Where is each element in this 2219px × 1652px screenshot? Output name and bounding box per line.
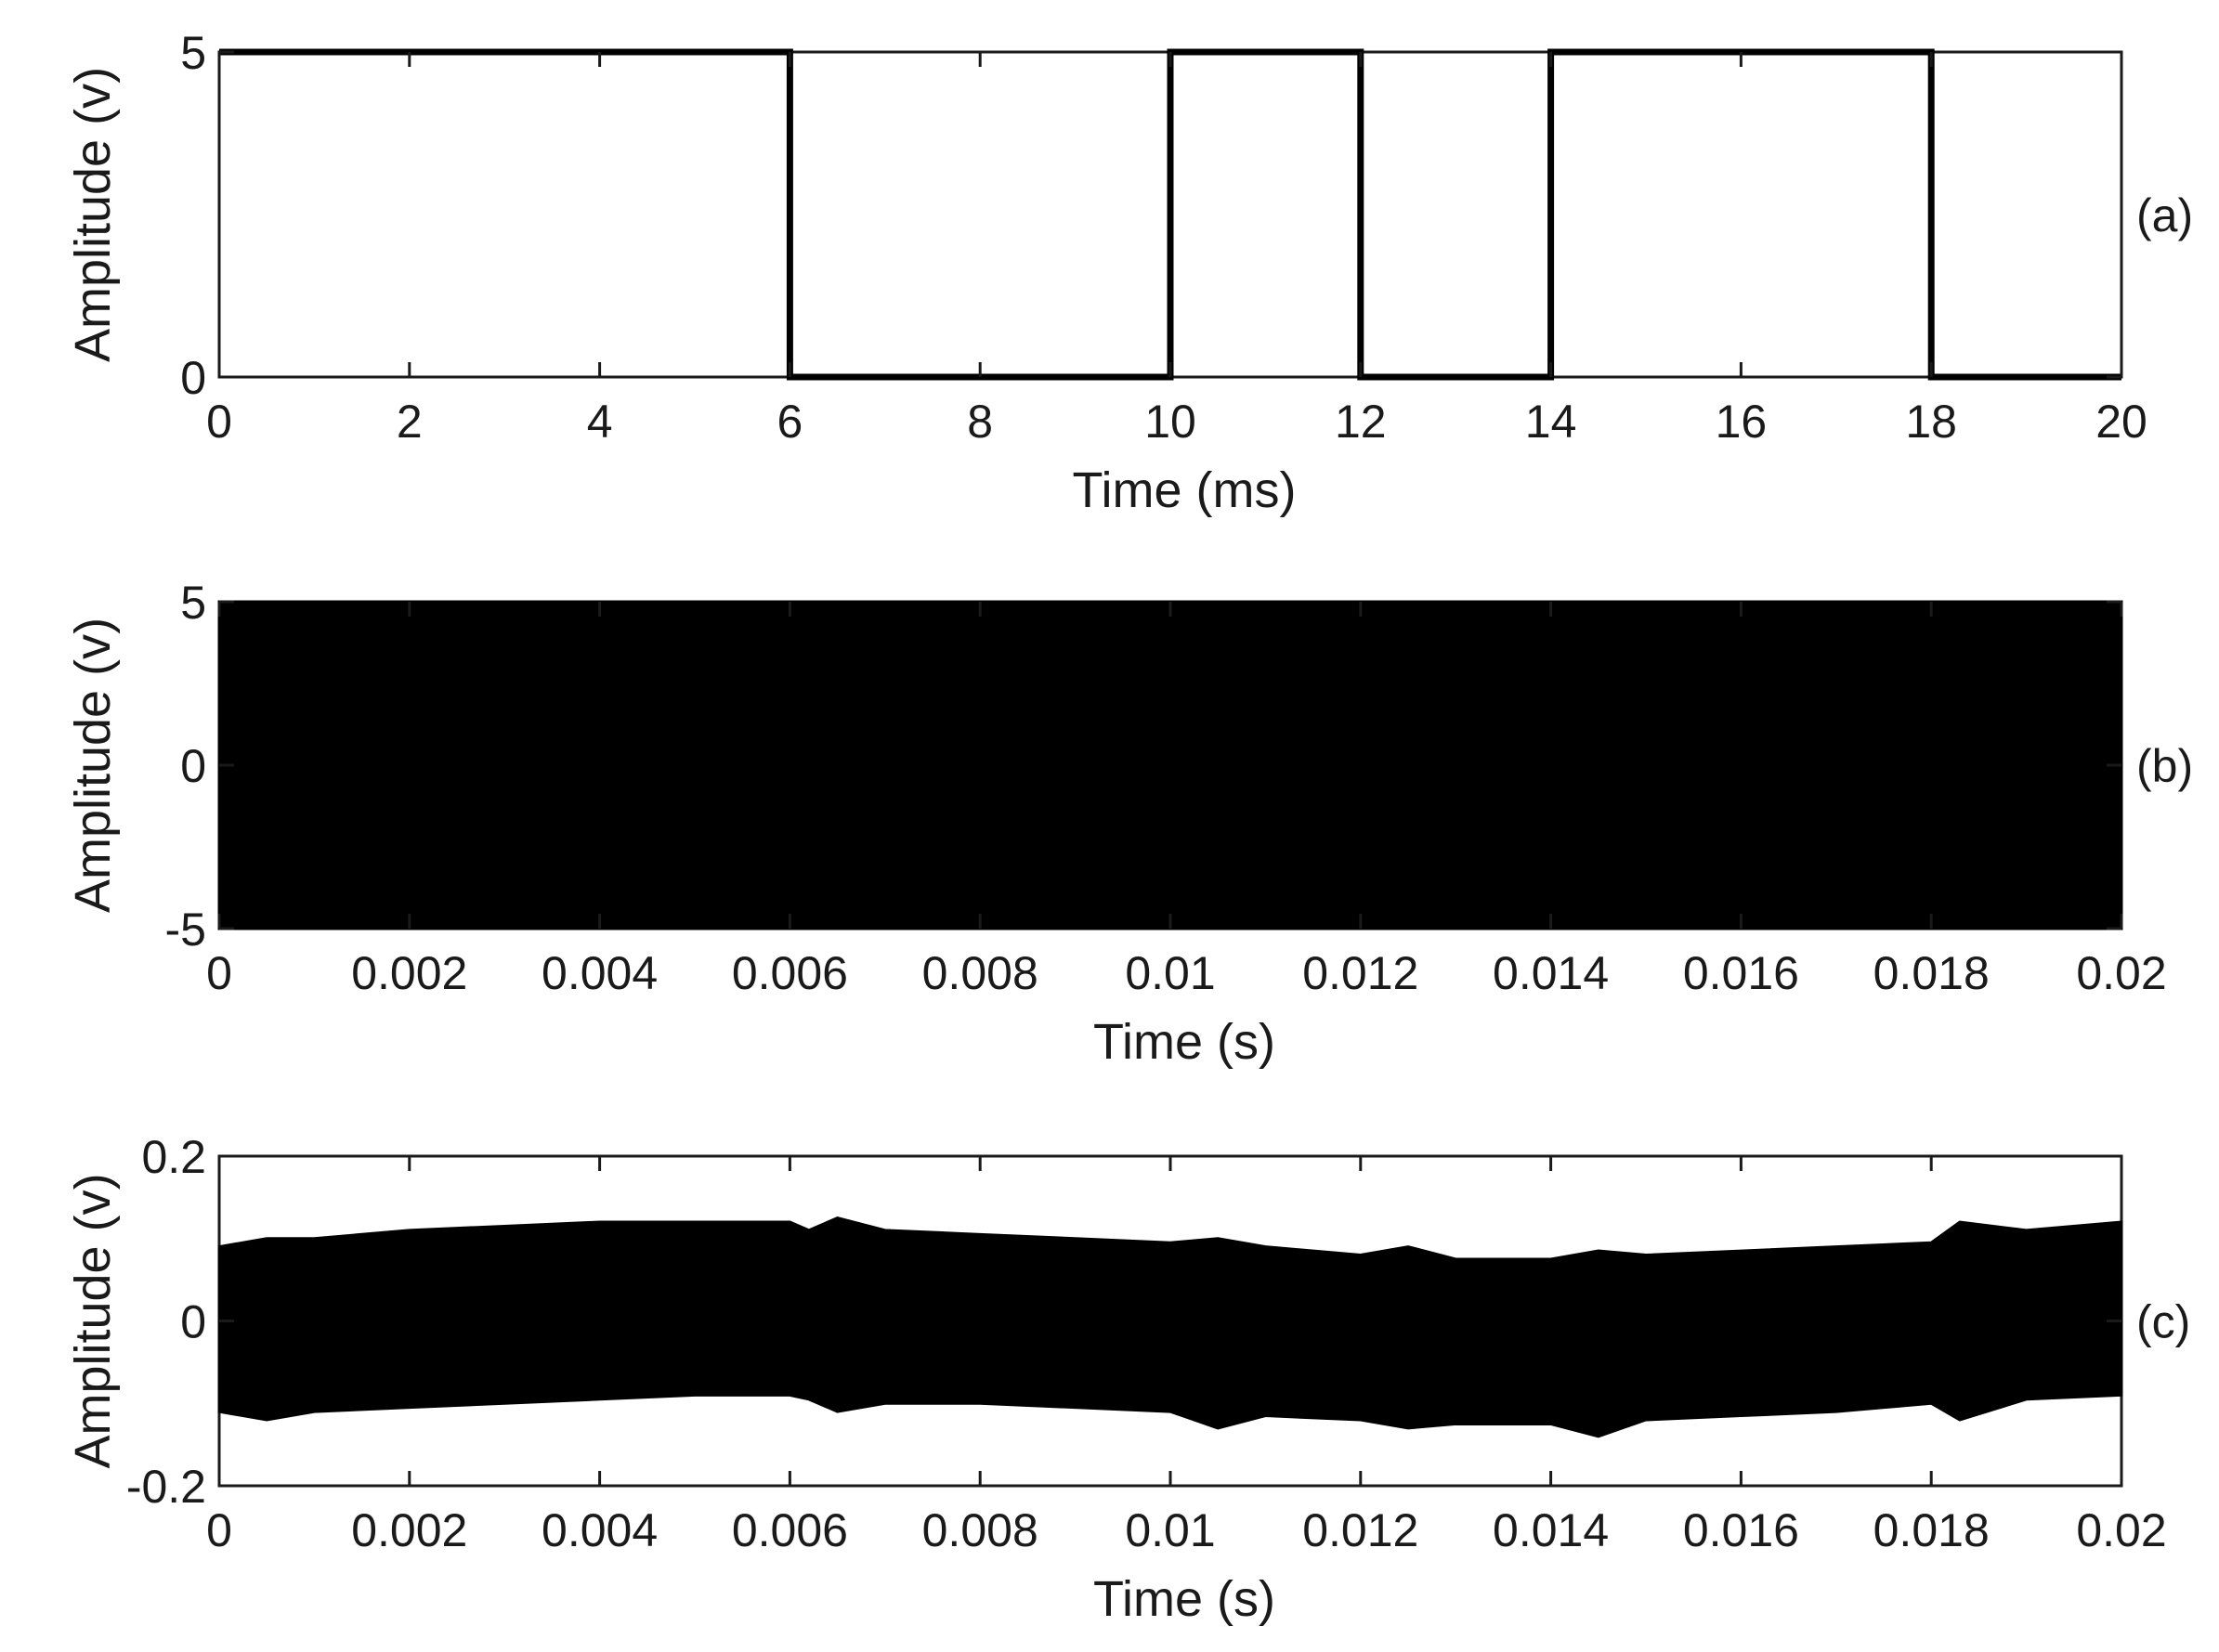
y-tick-label: 0	[180, 740, 206, 792]
y-axis-label: Amplitude (v)	[65, 1173, 121, 1468]
y-tick-label: 5	[180, 27, 206, 79]
x-tick-label: 0.012	[1302, 947, 1418, 999]
y-tick-label: 0	[180, 1296, 206, 1348]
y-axis-label: Amplitude (v)	[65, 618, 121, 913]
x-axis-label: Time (s)	[1093, 1014, 1275, 1070]
x-tick-label: 0.002	[351, 1504, 467, 1556]
x-tick-label: 0.014	[1493, 1504, 1609, 1556]
y-tick-label: 0.2	[141, 1131, 206, 1183]
y-tick-label: 5	[180, 577, 206, 629]
signal-envelope	[217, 1216, 2123, 1438]
x-tick-label: 0.01	[1125, 947, 1215, 999]
x-tick-label: 0.018	[1873, 947, 1990, 999]
panel-a: 0 2 4 6 8 10 12 14 16 18 20 0 5 Time (ms) Amplitude (v…	[65, 27, 2193, 518]
x-tick-label: 2	[397, 396, 423, 448]
y-tick-label: -5	[165, 904, 206, 956]
x-tick-label: 0.006	[732, 1504, 848, 1556]
x-tick-label: 10	[1144, 396, 1196, 448]
x-axis-label: Time (ms)	[1073, 462, 1297, 518]
x-tick-label: 0.016	[1683, 1504, 1799, 1556]
x-tick-label: 0.01	[1125, 1504, 1215, 1556]
signal-envelope	[217, 600, 2123, 930]
panel-label: (b)	[2136, 740, 2193, 792]
y-tick-label: -0.2	[126, 1461, 206, 1513]
x-tick-label: 16	[1716, 396, 1768, 448]
x-axis-label: Time (s)	[1093, 1571, 1275, 1627]
x-tick-label: 0.02	[2076, 947, 2166, 999]
x-tick-label: 8	[967, 396, 993, 448]
x-tick-label: 20	[2095, 396, 2147, 448]
panel-b: 0 0.002 0.004 0.006 0.008 0.01 0.012 0.014 0.016…	[65, 577, 2193, 1070]
x-tick-label: 0.016	[1683, 947, 1799, 999]
x-tick-label: 0.006	[732, 947, 848, 999]
x-tick-label: 0.008	[922, 947, 1038, 999]
x-tick-label: 0.014	[1493, 947, 1609, 999]
panel-label: (a)	[2136, 189, 2193, 241]
x-tick-label: 14	[1525, 396, 1577, 448]
y-axis-label: Amplitude (v)	[65, 67, 121, 362]
x-tick-label: 0	[206, 947, 232, 999]
x-tick-label: 0.02	[2076, 1504, 2166, 1556]
x-tick-label: 0.002	[351, 947, 467, 999]
x-tick-label: 0.004	[542, 1504, 658, 1556]
y-tick-label: 0	[180, 352, 206, 404]
panel-c: 0 0.002 0.004 0.006 0.008 0.01 0.012 0.014 0.016…	[65, 1131, 2190, 1627]
x-tick-label: 18	[1905, 396, 1957, 448]
x-tick-label: 0.012	[1302, 1504, 1418, 1556]
x-tick-label: 0.008	[922, 1504, 1038, 1556]
x-tick-label: 6	[777, 396, 803, 448]
x-tick-label: 0	[206, 1504, 232, 1556]
x-tick-label: 4	[587, 396, 613, 448]
signal-line	[219, 48, 2121, 381]
x-tick-label: 12	[1335, 396, 1387, 448]
x-tick-label: 0.004	[542, 947, 658, 999]
x-tick-label: 0.018	[1873, 1504, 1990, 1556]
x-tick-label: 0	[206, 396, 232, 448]
panel-label: (c)	[2136, 1296, 2190, 1348]
